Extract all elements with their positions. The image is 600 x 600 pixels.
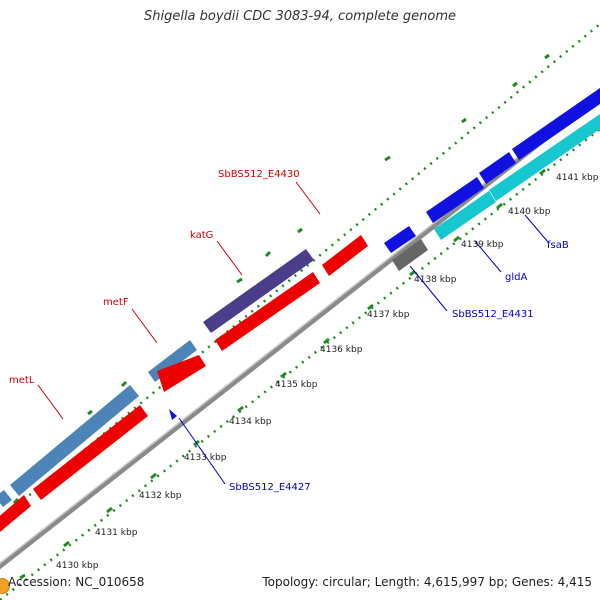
feature-red-4[interactable] (215, 272, 320, 351)
feature-red-5[interactable] (322, 235, 368, 276)
gene-gray[interactable] (392, 239, 428, 271)
scale-label-4140: 4140 kbp (508, 207, 551, 217)
scale-label-4139: 4139 kbp (461, 240, 504, 250)
gene-katG[interactable] (203, 249, 314, 333)
scale-label-4136: 4136 kbp (320, 345, 363, 355)
scale-label-4130: 4130 kbp (56, 561, 99, 571)
gene-sbbs512-e4427[interactable] (169, 409, 177, 420)
genome-title: Shigella boydii CDC 3083-94, complete ge… (143, 9, 457, 24)
scale-label-4135: 4135 kbp (275, 380, 318, 390)
gene-metL[interactable] (10, 385, 139, 496)
gene-label-sbbs512-e4431[interactable]: SbBS512_E4431 (452, 309, 534, 320)
feature-red-3[interactable] (157, 355, 206, 392)
gene-label-sbbs512-e4427[interactable]: SbBS512_E4427 (229, 482, 311, 493)
gene-label-sbbs512-e4430[interactable]: SbBS512_E4430 (218, 169, 300, 180)
gene-label-metf[interactable]: metF (103, 297, 129, 308)
major-ticks (12, 53, 550, 580)
gene-blue-3[interactable] (512, 88, 600, 160)
scale-label-4134: 4134 kbp (229, 417, 272, 427)
gene-glda[interactable] (434, 191, 496, 240)
scale-label-4137: 4137 kbp (367, 310, 410, 320)
gene-label-metl[interactable]: metL (9, 375, 35, 386)
gene-label-glda[interactable]: gldA (505, 272, 527, 283)
feature-red-2[interactable] (33, 405, 148, 500)
accession-text: Accession: NC_010658 (8, 575, 145, 589)
gene-segment-steelblue[interactable] (0, 490, 12, 507)
gene-blue-1[interactable] (426, 177, 484, 223)
gene-blue-small[interactable] (384, 226, 416, 253)
gene-label-fsab[interactable]: fsaB (547, 240, 569, 251)
inner-tick-ring (0, 128, 600, 600)
scale-label-4138: 4138 kbp (414, 275, 457, 285)
gene-blue-2[interactable] (479, 152, 516, 184)
gene-fsab[interactable] (489, 114, 600, 201)
scale-label-4141: 4141 kbp (556, 173, 599, 183)
gene-label-katg[interactable]: katG (190, 230, 213, 241)
genome-summary-text: Topology: circular; Length: 4,615,997 bp… (262, 575, 592, 589)
scale-label-4133: 4133 kbp (184, 453, 227, 463)
scale-label-4131: 4131 kbp (95, 528, 138, 538)
scale-label-4132: 4132 kbp (139, 491, 182, 501)
feature-red-1[interactable] (0, 495, 31, 532)
